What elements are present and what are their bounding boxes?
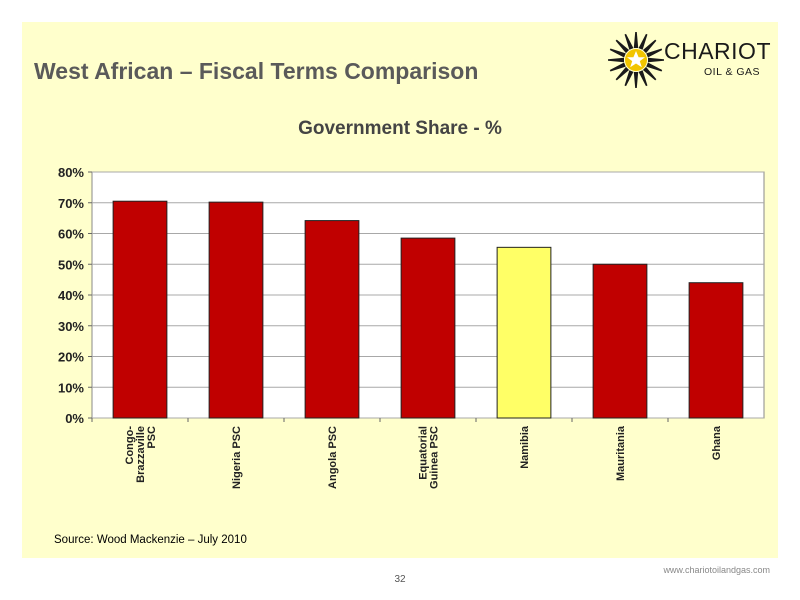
logo-ray <box>615 39 630 54</box>
y-tick-label: 70% <box>58 196 84 211</box>
y-tick-label: 30% <box>58 319 84 334</box>
logo-ray <box>638 33 648 50</box>
x-category-label: Nigeria PSC <box>231 426 243 489</box>
logo-ray <box>608 57 624 63</box>
logo-ray <box>638 70 648 87</box>
y-tick-label: 0% <box>65 411 84 426</box>
website-link[interactable]: www.chariotoilandgas.com <box>663 565 770 575</box>
logo-ray <box>633 32 639 48</box>
logo-ray <box>648 57 664 63</box>
bar <box>112 200 168 419</box>
x-category-label: Angola PSC <box>327 426 339 489</box>
logo-ray <box>633 72 639 88</box>
logo-wordmark: CHARIOT <box>664 38 771 64</box>
logo-ray <box>609 62 626 72</box>
x-category-label: Ghana <box>711 425 723 460</box>
logo-ray <box>646 48 663 58</box>
logo-ray <box>609 48 626 58</box>
chariot-logo: CHARIOT OIL & GAS <box>606 30 776 90</box>
y-tick-label: 60% <box>58 227 84 242</box>
x-category-label: PSC <box>146 426 158 449</box>
x-category-label: Guinea PSC <box>429 426 441 489</box>
y-tick-label: 80% <box>58 165 84 180</box>
slide-title: West African – Fiscal Terms Comparison <box>34 58 479 84</box>
logo-ray <box>624 70 634 87</box>
source-note: Source: Wood Mackenzie – July 2010 <box>54 534 247 546</box>
y-tick-label: 40% <box>58 288 84 303</box>
logo-ray <box>642 66 657 81</box>
x-category-label: Brazzaville <box>135 426 147 483</box>
page-number: 32 <box>394 574 406 585</box>
y-tick-label: 20% <box>58 350 84 365</box>
bar <box>688 282 744 419</box>
bar <box>592 263 648 419</box>
logo-ray <box>624 33 634 50</box>
bar <box>496 246 552 419</box>
bar <box>208 201 264 419</box>
x-category-label: Namibia <box>519 425 531 469</box>
x-category-label: Mauritania <box>615 425 627 481</box>
logo-subtitle: OIL & GAS <box>704 66 761 78</box>
y-tick-label: 10% <box>58 380 84 395</box>
y-tick-label: 50% <box>58 257 84 272</box>
x-category-label: Congo- <box>124 426 136 465</box>
logo-ray <box>642 39 657 54</box>
sunburst-star-logo-icon <box>608 32 664 88</box>
x-category-label: Equatorial <box>418 426 430 480</box>
chart-title: Government Share - % <box>298 118 502 139</box>
bar <box>304 220 360 419</box>
logo-ray <box>646 62 663 72</box>
logo-ray <box>615 66 630 81</box>
bar <box>400 237 456 419</box>
